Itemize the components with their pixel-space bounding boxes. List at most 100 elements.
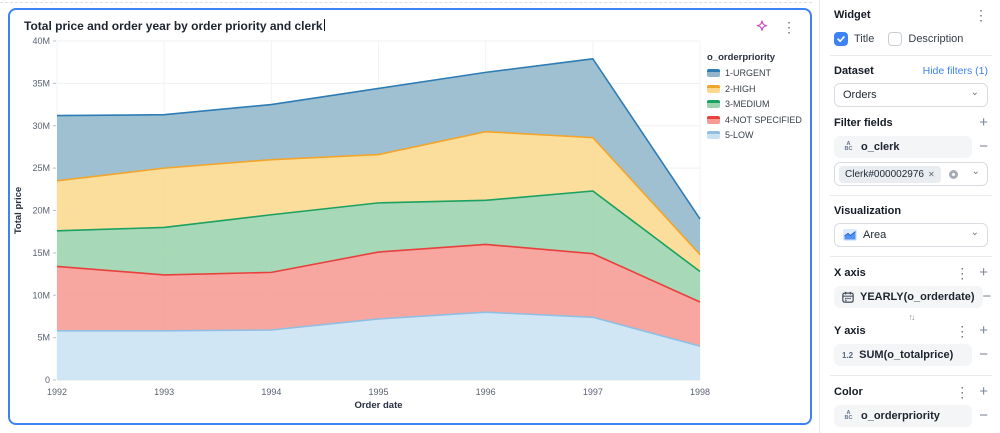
chart-widget-card[interactable]: Total price and order year by order prio…: [8, 8, 812, 425]
filter-chip-label: Clerk#000002976: [845, 168, 924, 180]
svg-text:25M: 25M: [32, 163, 50, 173]
legend-item[interactable]: 1-URGENT: [707, 68, 809, 78]
x-axis-field-row: YEARLY(o_orderdate) −: [834, 286, 991, 308]
svg-text:1998: 1998: [690, 387, 710, 397]
svg-text:40M: 40M: [32, 36, 50, 46]
color-kebab-icon[interactable]: ⋮: [955, 384, 970, 400]
widget-section-kebab-icon[interactable]: ⋮: [974, 7, 988, 23]
legend-item[interactable]: 5-LOW: [707, 130, 809, 140]
text-type-icon: A BC: [844, 141, 853, 152]
svg-text:1994: 1994: [261, 387, 281, 397]
chart-legend: o_orderpriority 1-URGENT 2-HIGH 3-MEDIUM 4-…: [707, 52, 809, 146]
description-checkbox[interactable]: [888, 32, 903, 46]
svg-text:Total price: Total price: [13, 187, 24, 234]
svg-text:0: 0: [45, 375, 50, 385]
dashboard-grid-edge: [0, 2, 812, 3]
divider: [830, 256, 992, 257]
widget-menu-kebab-icon[interactable]: ⋮: [782, 19, 796, 35]
filter-field-name: o_clerk: [861, 141, 900, 153]
area-chart: 0 5M 10M 15M 20M 25M 30M 35M 40M 1992 1993 1994 1995…: [13, 36, 710, 411]
filter-fields-header: Filter fields +: [834, 114, 988, 131]
legend-item-label: 1-URGENT: [725, 68, 772, 78]
y-axis-kebab-icon[interactable]: ⋮: [955, 323, 970, 339]
y-axis-field[interactable]: 1.2 SUM(o_totalprice): [834, 344, 972, 366]
y-axis-plus-icon[interactable]: +: [979, 322, 988, 339]
legend-swatch-icon: [707, 100, 720, 108]
x-axis-header: X axis ⋮ +: [834, 264, 988, 281]
svg-text:30M: 30M: [32, 121, 50, 131]
svg-text:20M: 20M: [32, 206, 50, 216]
x-axis-field-name: YEARLY(o_orderdate): [860, 291, 975, 303]
number-type-icon: 1.2: [842, 350, 854, 360]
divider: [830, 55, 992, 56]
svg-text:Order date: Order date: [354, 400, 402, 411]
widget-section-header: Widget ⋮: [834, 8, 988, 22]
text-cursor: [323, 19, 326, 31]
y-axis-label: Y axis: [834, 325, 866, 337]
svg-text:1996: 1996: [476, 387, 496, 397]
svg-text:1993: 1993: [154, 387, 174, 397]
y-axis-remove-minus-icon[interactable]: −: [979, 346, 988, 363]
color-field[interactable]: A BC o_orderpriority: [834, 405, 972, 427]
chevron-down-icon: ⌄: [970, 227, 979, 238]
calendar-icon: [842, 291, 854, 303]
dataset-select[interactable]: Orders ⌄: [834, 83, 988, 107]
svg-text:10M: 10M: [32, 290, 50, 300]
dataset-select-value: Orders: [843, 89, 877, 101]
legend-item-label: 3-MEDIUM: [725, 99, 770, 109]
text-type-icon: A BC: [844, 410, 853, 421]
check-icon: [837, 36, 845, 43]
legend-item[interactable]: 2-HIGH: [707, 84, 809, 94]
clear-all-icon[interactable]: [948, 169, 958, 179]
x-axis-label: X axis: [834, 267, 866, 279]
color-header: Color ⋮ +: [834, 383, 988, 400]
legend-swatch-icon: [707, 131, 720, 139]
visualization-header: Visualization: [834, 205, 988, 217]
color-plus-icon[interactable]: +: [979, 383, 988, 400]
svg-text:15M: 15M: [32, 248, 50, 258]
legend-item[interactable]: 4-NOT SPECIFIED: [707, 115, 809, 125]
x-axis-remove-minus-icon[interactable]: −: [982, 288, 992, 305]
visualization-label: Visualization: [834, 205, 902, 217]
x-axis-plus-icon[interactable]: +: [979, 264, 988, 281]
chart-title-row: Total price and order year by order prio…: [24, 19, 796, 35]
color-label: Color: [834, 386, 863, 398]
chip-close-icon[interactable]: ✕: [927, 169, 935, 179]
widget-section-label: Widget: [834, 9, 871, 21]
dataset-section-header: Dataset Hide filters (1): [834, 65, 988, 77]
visualization-select-value: Area: [863, 229, 887, 241]
visualization-select[interactable]: Area ⌄: [834, 223, 988, 247]
ai-sparkle-icon[interactable]: [754, 19, 770, 35]
y-axis-field-name: SUM(o_totalprice): [859, 349, 954, 361]
filter-fields-label: Filter fields: [834, 117, 893, 129]
svg-text:1992: 1992: [47, 387, 67, 397]
x-axis-field[interactable]: YEARLY(o_orderdate): [834, 286, 983, 308]
filter-value-select[interactable]: Clerk#000002976 ✕ ⌄: [834, 162, 988, 186]
filter-value-chip[interactable]: Clerk#000002976 ✕: [839, 165, 941, 183]
legend-swatch-icon: [707, 115, 720, 124]
description-checkbox-label: Description: [908, 33, 964, 45]
filter-field-o-clerk[interactable]: A BC o_clerk: [834, 136, 972, 158]
area-chart-type-icon: [843, 229, 857, 241]
chevron-down-icon: ⌄: [970, 87, 979, 98]
divider: [830, 195, 992, 196]
y-axis-header: Y axis ⋮ +: [834, 322, 988, 339]
hide-filters-link[interactable]: Hide filters (1): [922, 65, 988, 77]
title-checkbox[interactable]: [834, 32, 848, 46]
y-axis-field-row: 1.2 SUM(o_totalprice) −: [834, 344, 988, 366]
legend-title: o_orderpriority: [707, 52, 776, 63]
legend-item[interactable]: 3-MEDIUM: [707, 99, 809, 109]
add-filter-plus-icon[interactable]: +: [979, 114, 988, 131]
remove-filter-minus-icon[interactable]: −: [979, 138, 988, 155]
legend-swatch-icon: [707, 69, 720, 77]
svg-text:35M: 35M: [32, 78, 50, 88]
color-remove-minus-icon[interactable]: −: [979, 407, 988, 424]
widget-checkbox-row: Title Description: [834, 32, 988, 46]
chart-title-input[interactable]: Total price and order year by order prio…: [24, 19, 323, 33]
chevron-down-icon: ⌄: [971, 166, 980, 177]
dataset-section-label: Dataset: [834, 65, 874, 77]
legend-item-label: 4-NOT SPECIFIED: [725, 114, 802, 125]
x-axis-kebab-icon[interactable]: ⋮: [955, 265, 970, 281]
svg-text:1997: 1997: [583, 387, 603, 397]
swap-axes-icon[interactable]: ↑↓: [908, 312, 916, 322]
